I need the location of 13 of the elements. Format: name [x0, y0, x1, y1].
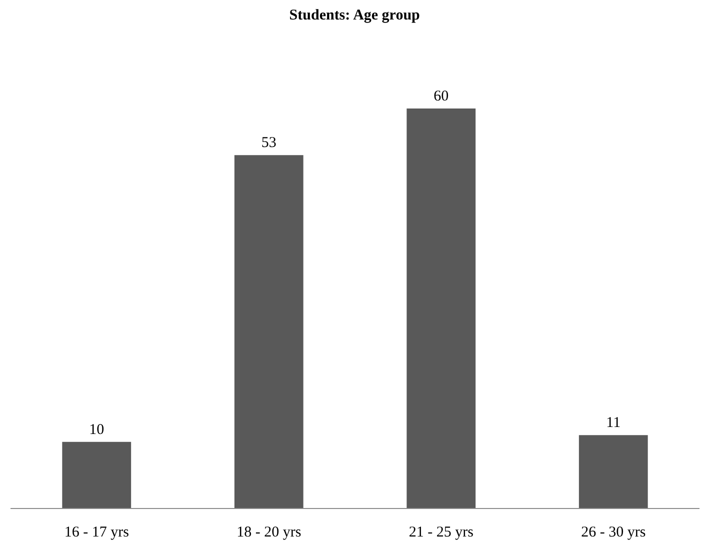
data-label: 11 [606, 415, 621, 432]
bar [234, 155, 304, 508]
data-label: 10 [89, 422, 104, 438]
data-label: 53 [261, 135, 276, 152]
chart-title: Students: Age group [289, 8, 420, 24]
bar [62, 442, 132, 508]
x-tick-label: 16 - 17 yrs [64, 524, 130, 540]
bar [406, 108, 476, 508]
x-tick-label: 21 - 25 yrs [408, 524, 474, 540]
data-label: 60 [434, 88, 449, 104]
bar [578, 435, 648, 508]
x-tick-label: 26 - 30 yrs [581, 524, 646, 540]
x-tick-label: 18 - 20 yrs [236, 524, 302, 540]
